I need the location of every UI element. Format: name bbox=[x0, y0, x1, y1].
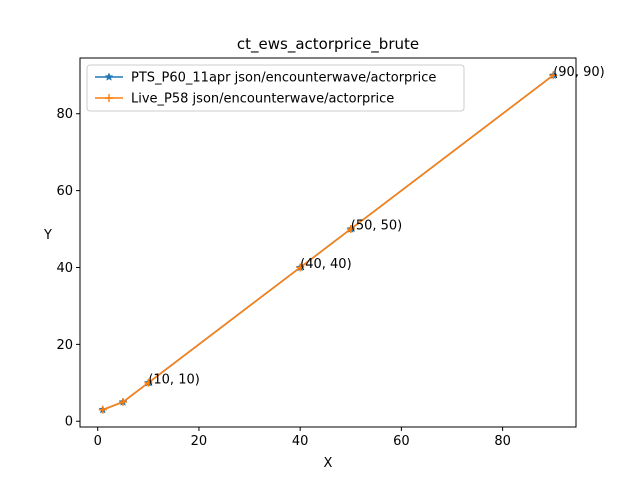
legend-label: PTS_P60_11apr json/encounterwave/actorpr… bbox=[131, 71, 436, 86]
x-tick-label: 40 bbox=[292, 434, 309, 449]
legend: PTS_P60_11apr json/encounterwave/actorpr… bbox=[86, 64, 465, 112]
series-lines bbox=[98, 70, 558, 414]
point-annotation: (10, 10) bbox=[148, 372, 200, 387]
x-tick-label: 0 bbox=[94, 434, 102, 449]
legend-marker bbox=[104, 72, 114, 81]
point-annotation: (40, 40) bbox=[300, 257, 352, 272]
plot-area bbox=[79, 57, 577, 428]
y-tick-label: 80 bbox=[56, 107, 73, 122]
y-tick-label: 0 bbox=[65, 415, 73, 430]
chart-title: ct_ews_actorprice_brute bbox=[237, 35, 419, 54]
series-point-2 bbox=[346, 225, 355, 234]
series-point-2 bbox=[144, 378, 153, 387]
y-tick-label: 40 bbox=[56, 261, 73, 276]
x-tick-label: 80 bbox=[494, 434, 511, 449]
legend-box bbox=[86, 64, 465, 112]
y-tick-label: 60 bbox=[56, 184, 73, 199]
series-point-2 bbox=[549, 71, 558, 80]
x-tick-label: 60 bbox=[393, 434, 410, 449]
series-point-2 bbox=[296, 263, 305, 272]
legend-label: Live_P58 json/encounterwave/actorprice bbox=[131, 92, 394, 107]
y-axis-label: Y bbox=[43, 228, 52, 243]
y-tick-label: 20 bbox=[56, 338, 73, 353]
series-line-2 bbox=[102, 74, 554, 411]
point-annotation: (90, 90) bbox=[553, 65, 605, 80]
series-point-2 bbox=[119, 398, 128, 407]
x-tick-label: 20 bbox=[191, 434, 208, 449]
point-annotations: (10, 10) (40, 40) (50, 50) (90, 90) bbox=[148, 65, 604, 388]
axis-ticks: 0 20 40 60 80 0 20 40 60 80 bbox=[56, 107, 510, 449]
legend-marker bbox=[105, 94, 113, 102]
plot-frame bbox=[79, 57, 577, 428]
point-annotation: (50, 50) bbox=[351, 219, 403, 234]
series-point-2 bbox=[98, 405, 107, 414]
x-axis-label: X bbox=[324, 456, 333, 471]
